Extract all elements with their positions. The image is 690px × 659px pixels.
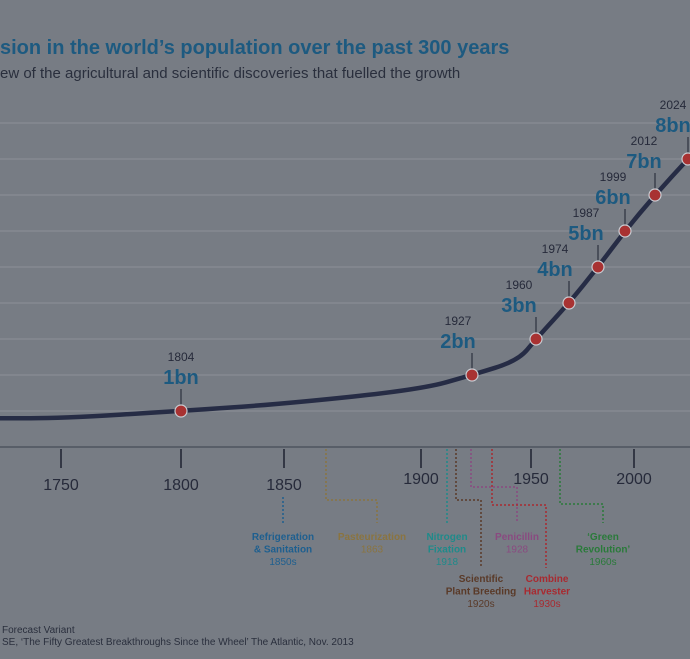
annotation-label: Pasteurization [338, 532, 406, 543]
milestone-point [174, 404, 188, 418]
annotation-label: Penicillin [495, 532, 539, 543]
annotation-leader [559, 449, 604, 523]
annotation-leader [470, 449, 518, 523]
chart-subtitle: ew of the agricultural and scientific di… [0, 65, 461, 82]
milestone-point [618, 224, 632, 238]
milestone-point [562, 296, 576, 310]
annotation-label: Plant Breeding [446, 587, 517, 598]
x-tick-label: 1950 [513, 471, 549, 488]
annotation-leader [455, 449, 482, 568]
milestone-point [591, 260, 605, 274]
annotation-date: 1930s [533, 599, 560, 610]
milestone-label: 2bn [440, 331, 476, 353]
milestone-label: 7bn [626, 151, 662, 173]
annotation-date: 1918 [436, 557, 459, 568]
milestone-point [529, 332, 543, 346]
annotation-date: 1850s [269, 557, 296, 568]
milestone-year: 1927 [445, 314, 472, 328]
annotation-date: 1928 [506, 545, 529, 556]
annotation-label: & Sanitation [254, 545, 312, 556]
annotation-label: Harvester [524, 587, 570, 598]
annotation-label: ‘Green [587, 532, 619, 543]
milestone-label: 1bn [163, 367, 199, 389]
milestone-year: 1804 [168, 350, 195, 364]
milestone-label: 8bn [655, 115, 690, 137]
milestone-label: 6bn [595, 187, 631, 209]
milestone-year: 2024 [660, 98, 687, 112]
milestone-year: 2012 [631, 134, 658, 148]
milestone-year: 1987 [573, 206, 600, 220]
milestone-point [465, 368, 479, 382]
x-tick-label: 2000 [616, 471, 652, 488]
milestone-point [648, 188, 662, 202]
annotation-label: Scientific [459, 574, 504, 585]
annotation-date: 1863 [361, 545, 384, 556]
x-tick-label: 1900 [403, 471, 439, 488]
milestone-year: 1960 [506, 278, 533, 292]
annotation-label: Fixation [428, 545, 466, 556]
annotation-label: Combine [526, 574, 569, 585]
population-curve [0, 156, 690, 421]
milestone-label: 4bn [537, 259, 573, 281]
annotation-label: Revolution’ [576, 545, 631, 556]
annotation-label: Refrigeration [252, 532, 314, 543]
x-tick-label: 1800 [163, 477, 199, 494]
footnote-source: SE, ‘The Fifty Greatest Breakthroughs Si… [2, 637, 354, 648]
milestone-label: 3bn [501, 295, 537, 317]
x-tick-label: 1850 [266, 477, 302, 494]
x-tick-label: 1750 [43, 477, 79, 494]
annotation-leader [491, 449, 547, 568]
annotation-label: Nitrogen [426, 532, 467, 543]
milestone-year: 1974 [542, 242, 569, 256]
annotation-date: 1920s [467, 599, 494, 610]
chart-title: sion in the world’s population over the … [0, 37, 510, 59]
milestone-point [681, 152, 690, 166]
annotation-leader [325, 449, 378, 523]
milestone-label: 5bn [568, 223, 604, 245]
footnote-forecast: Forecast Variant [2, 625, 75, 636]
milestone-year: 1999 [600, 170, 627, 184]
annotation-date: 1960s [589, 557, 616, 568]
